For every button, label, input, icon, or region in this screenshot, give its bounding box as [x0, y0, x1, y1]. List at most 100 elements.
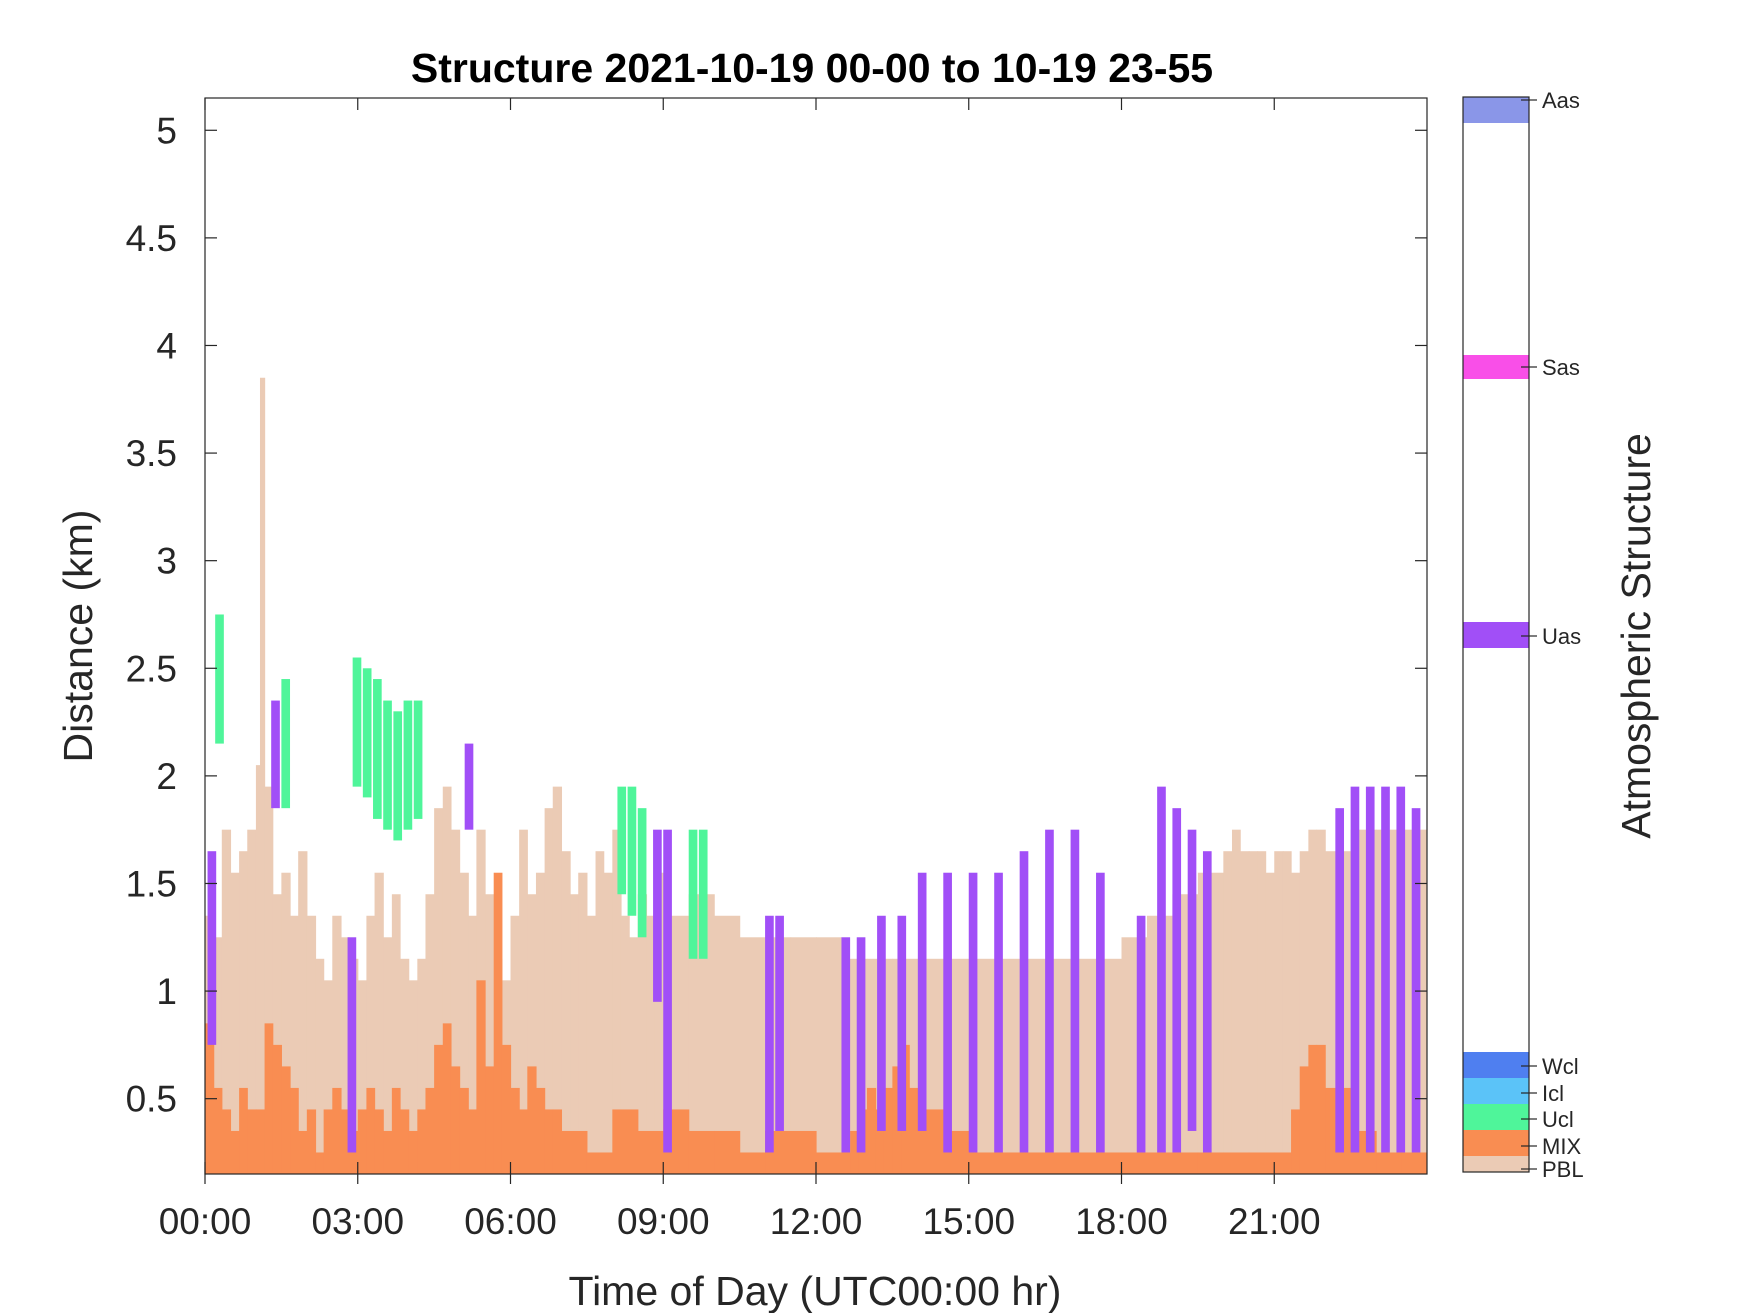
mix-bar — [1248, 1152, 1275, 1174]
pbl-bar — [468, 915, 477, 1174]
uas-segment — [1202, 851, 1212, 1153]
ucl-segment — [698, 829, 708, 959]
mix-bar — [909, 1087, 919, 1174]
colorbar-label-icl: Icl — [1542, 1081, 1564, 1106]
mix-bar — [1197, 1152, 1224, 1174]
colorbar-label-uas: Uas — [1542, 624, 1581, 649]
pbl-bar — [646, 915, 656, 1174]
mix-bar — [586, 1152, 613, 1174]
uas-segment — [994, 872, 1003, 1153]
pbl-bar — [306, 915, 317, 1174]
pbl-bar — [1257, 851, 1267, 1174]
pbl-bar — [357, 980, 368, 1174]
pbl-bar — [570, 894, 579, 1174]
pbl-bar — [425, 894, 435, 1174]
ucl-segment — [352, 657, 362, 787]
uas-segment — [271, 700, 280, 809]
uas-segment — [917, 872, 927, 1131]
colorbar-swatch-icl — [1463, 1078, 1529, 1104]
colorbar-swatch-mix — [1463, 1130, 1529, 1156]
mix-bar — [883, 1087, 893, 1174]
uas-segment — [943, 872, 952, 1153]
x-axis-label: Time of Day (UTC00:00 hr) — [569, 1268, 1062, 1313]
uas-segment — [347, 937, 357, 1153]
mix-bar — [1308, 1044, 1318, 1174]
pbl-bar — [332, 915, 342, 1174]
uas-segment — [1070, 829, 1080, 1153]
colorbar-swatch-wcl — [1463, 1052, 1529, 1078]
pbl-bar — [255, 765, 261, 1174]
x-tick-label: 06:00 — [464, 1201, 557, 1242]
mix-bar — [544, 1109, 554, 1174]
pbl-bar — [552, 786, 563, 1174]
pbl-bar — [391, 894, 401, 1174]
pbl-bar — [323, 980, 333, 1174]
series-ucl — [215, 614, 708, 959]
pbl-bar — [1308, 829, 1318, 1174]
mix-bar — [366, 1087, 376, 1174]
pbl-bar — [1316, 829, 1326, 1174]
mix-bar — [875, 1109, 885, 1174]
x-tick-label: 18:00 — [1075, 1201, 1168, 1242]
uas-segment — [1187, 829, 1197, 1131]
mix-bar — [535, 1087, 546, 1174]
uas-segment — [663, 829, 672, 1153]
uas-segment — [1019, 851, 1029, 1153]
uas-segment — [775, 915, 784, 1131]
uas-segment — [841, 937, 851, 1153]
ucl-segment — [413, 700, 423, 819]
ucl-segment — [617, 786, 627, 895]
pbl-bar — [264, 786, 274, 1174]
pbl-bar — [213, 937, 223, 1174]
pbl-bar — [1265, 872, 1275, 1174]
pbl-bar — [221, 829, 232, 1174]
mix-bar — [493, 872, 503, 1174]
mix-bar — [315, 1152, 325, 1174]
pbl-bar — [612, 829, 622, 1174]
pbl-bar — [519, 829, 528, 1174]
pbl-bar — [603, 872, 613, 1174]
ucl-segment — [627, 786, 637, 916]
y-axis-label: Distance (km) — [55, 510, 101, 763]
colorbar-swatch-uas — [1463, 622, 1529, 648]
ucl-segment — [393, 711, 403, 841]
y-tick-label: 3 — [156, 541, 177, 582]
mix-bar — [374, 1109, 384, 1174]
pbl-bar — [544, 808, 554, 1174]
mix-bar — [688, 1130, 715, 1174]
mix-bar — [221, 1109, 232, 1174]
ucl-segment — [215, 614, 224, 744]
pbl-bar — [1248, 851, 1259, 1174]
pbl-bar — [654, 872, 664, 1174]
pbl-bar — [527, 894, 537, 1174]
uas-segment — [877, 915, 886, 1131]
ucl-segment — [281, 679, 291, 809]
mix-bar — [501, 1044, 512, 1174]
pbl-bar — [1299, 851, 1309, 1174]
series-mix — [205, 872, 1427, 1174]
pbl-bar — [535, 872, 546, 1174]
mix-bar — [391, 1087, 401, 1174]
uas-segment — [765, 915, 774, 1153]
mix-bar — [450, 1066, 461, 1174]
uas-segment — [1335, 808, 1345, 1153]
mix-bar — [476, 980, 486, 1174]
pbl-bar — [739, 937, 766, 1174]
colorbar-swatch-pbl — [1463, 1156, 1529, 1172]
mix-bar — [272, 1044, 282, 1174]
colorbar-frame — [1462, 96, 1530, 1173]
y-tick-label: 2.5 — [126, 648, 177, 689]
pbl-bar — [1282, 851, 1292, 1174]
mix-bar — [714, 1130, 741, 1174]
pbl-bar — [281, 872, 291, 1174]
colorbar-label-pbl: PBL — [1542, 1157, 1584, 1182]
pbl-bar — [247, 829, 257, 1174]
mix-bar — [1299, 1066, 1309, 1174]
mix-bar — [637, 1130, 664, 1174]
ucl-segment — [403, 700, 413, 830]
ucl-segment — [688, 829, 698, 959]
y-tick-label: 2 — [156, 756, 177, 797]
mix-bar — [357, 1109, 368, 1174]
pbl-bar — [1291, 872, 1301, 1174]
